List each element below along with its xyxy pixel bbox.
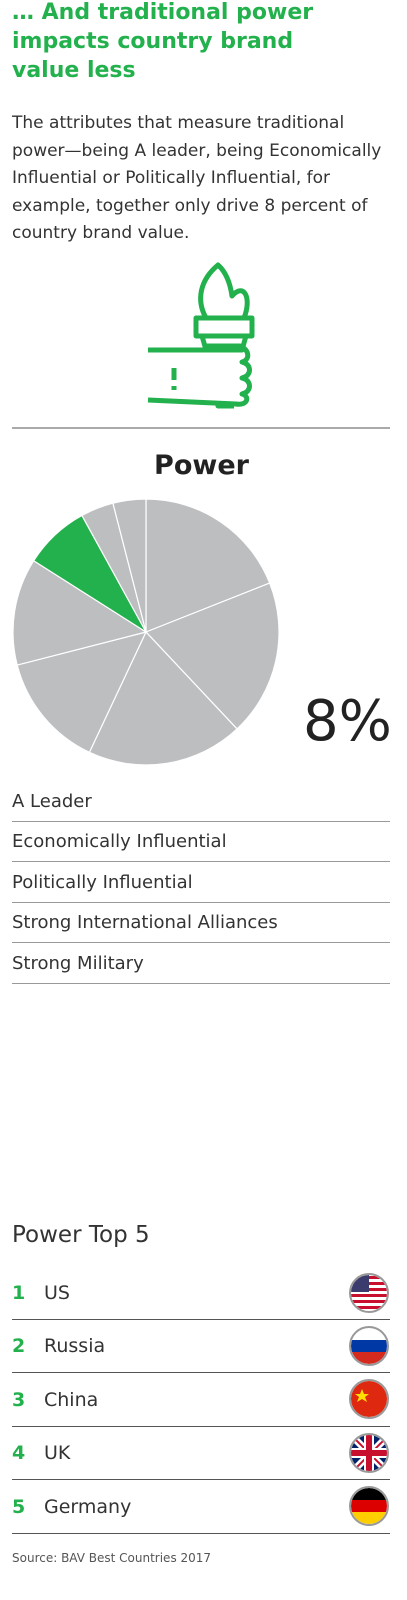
top5-row: 1 US (12, 1267, 390, 1320)
pie-slice (144, 582, 280, 730)
country: China (44, 1388, 99, 1411)
top5-row: 3 China (12, 1374, 390, 1427)
country: Russia (44, 1335, 106, 1358)
source: Source: BAV Best Countries 2017 (12, 1551, 212, 1565)
flags (349, 1273, 389, 1526)
pie-slice (112, 498, 147, 633)
top5-row: 2 Russia (12, 1320, 390, 1374)
value-label: 8% (303, 689, 392, 754)
attribute: Politically Influential (12, 863, 390, 903)
top5-row: 4 UK (12, 1427, 390, 1481)
chart-title: Power (154, 450, 249, 481)
country: US (44, 1282, 70, 1304)
rank: 4 (12, 1442, 26, 1465)
country: Germany (44, 1495, 132, 1518)
top5-row: 5 Germany (12, 1481, 390, 1534)
attribute: Strong Military (12, 944, 390, 984)
pie-slice (16, 631, 148, 754)
rank: 3 (12, 1388, 26, 1411)
intro: The attributes that measure traditional … (12, 113, 382, 243)
country: UK (44, 1442, 71, 1465)
torch-icon (147, 262, 255, 409)
rank: 2 (12, 1335, 26, 1358)
pie (12, 498, 280, 766)
rank: 1 (12, 1282, 26, 1304)
title: … And traditional power impacts country … (12, 0, 314, 83)
pie-slice (12, 559, 148, 666)
attribute: Strong International Alliances (12, 903, 390, 944)
attribute: A Leader (12, 782, 390, 822)
attribute: Economically Influential (12, 822, 390, 863)
pie-slice (145, 498, 271, 633)
pie-slice (88, 630, 238, 766)
rank: 5 (12, 1495, 26, 1518)
top5-title: Power Top 5 (12, 1222, 150, 1248)
